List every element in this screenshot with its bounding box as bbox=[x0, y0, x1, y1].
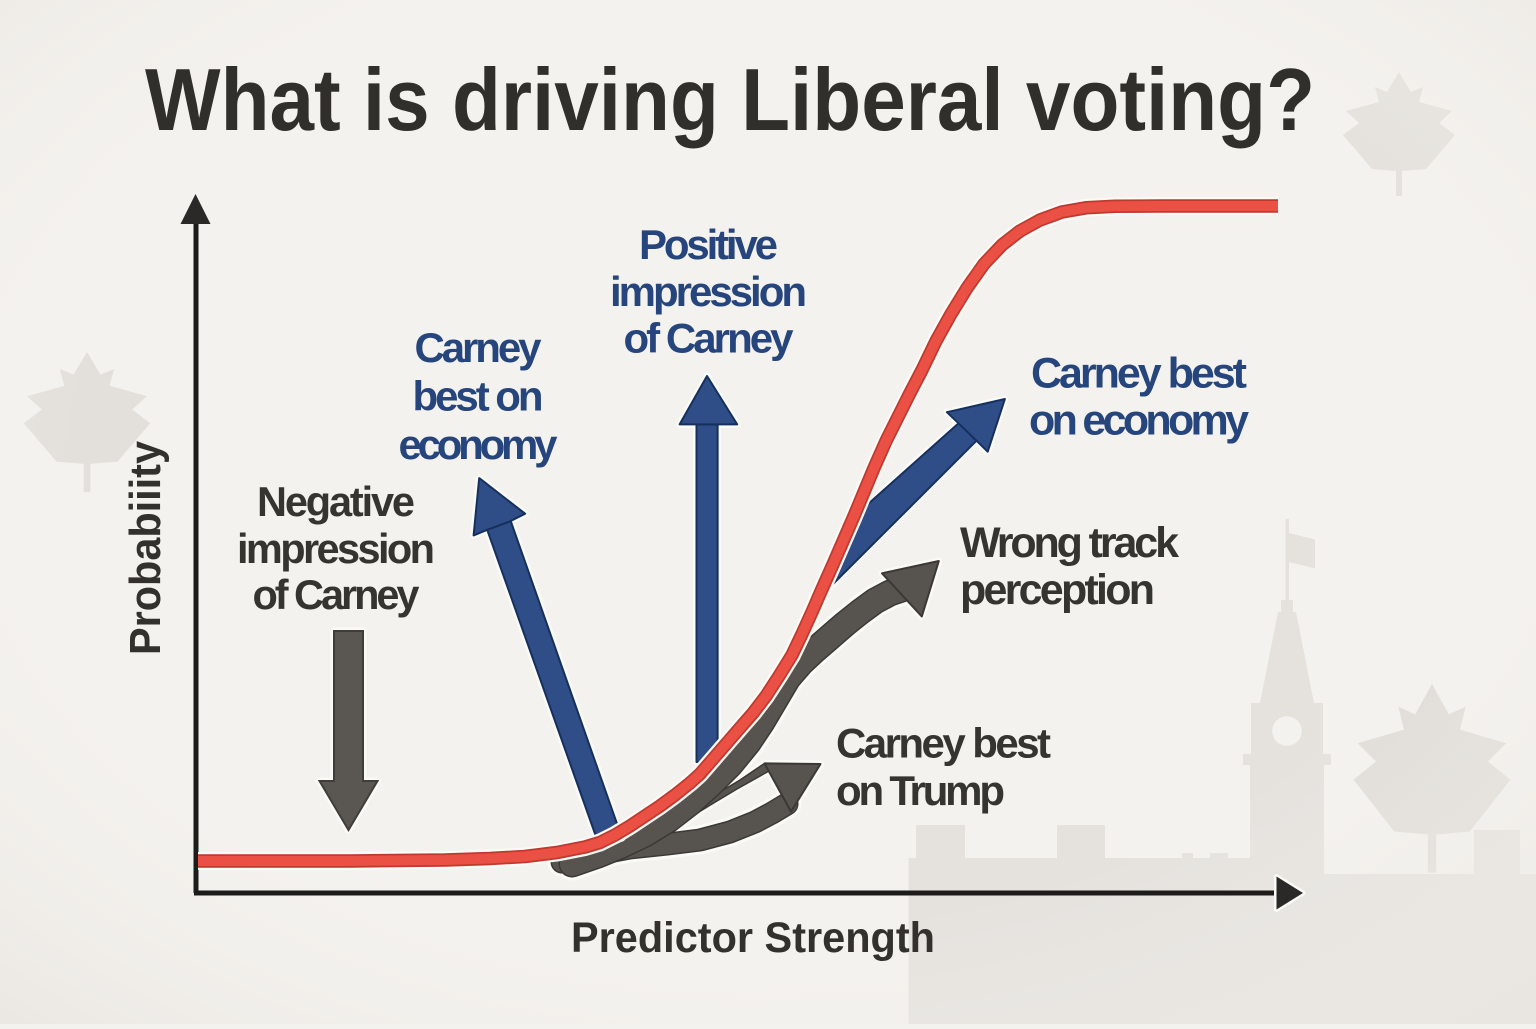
svg-text:impression: impression bbox=[610, 268, 807, 315]
svg-text:on economy: on economy bbox=[1029, 397, 1249, 445]
svg-text:impression: impression bbox=[237, 525, 435, 572]
svg-text:What is driving Liberal voting: What is driving Liberal voting? bbox=[145, 50, 1315, 149]
svg-text:Carney best: Carney best bbox=[836, 720, 1051, 767]
svg-text:Carney: Carney bbox=[415, 324, 543, 371]
svg-text:Probabiiity: Probabiiity bbox=[121, 441, 170, 655]
svg-text:best on: best on bbox=[413, 373, 544, 420]
svg-text:on Trump: on Trump bbox=[836, 767, 1005, 814]
svg-text:Carney best: Carney best bbox=[1031, 350, 1247, 398]
svg-text:of Carney: of Carney bbox=[624, 315, 795, 362]
svg-text:Predictor Strength: Predictor Strength bbox=[571, 914, 935, 962]
svg-text:economy: economy bbox=[399, 421, 559, 468]
svg-text:Wrong track: Wrong track bbox=[960, 519, 1179, 567]
svg-text:of Carney: of Carney bbox=[253, 571, 420, 618]
svg-text:perception: perception bbox=[960, 566, 1155, 614]
svg-text:Negative: Negative bbox=[257, 478, 415, 525]
svg-text:Positive: Positive bbox=[639, 221, 778, 268]
